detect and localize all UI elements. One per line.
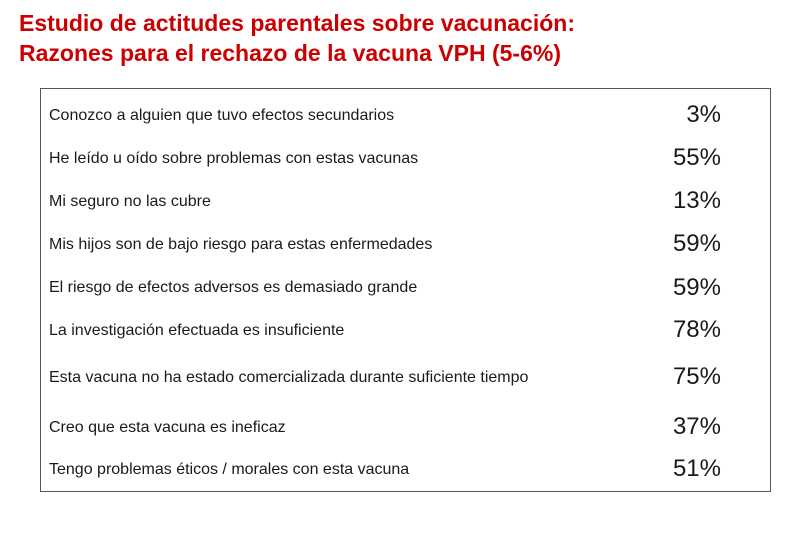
table-row: Mi seguro no las cubre 13%: [41, 180, 770, 222]
table-row: La investigación efectuada es insuficien…: [41, 309, 770, 351]
percent-value: 13%: [672, 187, 721, 214]
table-row: He leído u oído sobre problemas con esta…: [41, 136, 770, 180]
title-line-1: Estudio de actitudes parentales sobre va…: [19, 10, 575, 36]
reason-label: El riesgo de efectos adversos es demasia…: [49, 279, 418, 296]
table-row: Esta vacuna no ha estado comercializada …: [41, 351, 770, 403]
reason-label: Creo que esta vacuna es ineficaz: [49, 418, 286, 436]
reason-label: Tengo problemas éticos / morales con est…: [49, 460, 410, 478]
percent-value: 37%: [672, 413, 721, 440]
reason-label: He leído u oído sobre problemas con esta…: [49, 149, 419, 167]
percent-value: 55%: [672, 144, 721, 171]
reason-label: Conozco a alguien que tuvo efectos secun…: [49, 106, 395, 124]
percent-value: 59%: [672, 273, 721, 301]
reason-label: Esta vacuna no ha estado comercializada …: [49, 368, 529, 386]
reason-label: Mi seguro no las cubre: [49, 192, 211, 210]
table-row: Conozco a alguien que tuvo efectos secun…: [41, 95, 770, 135]
reason-label: La investigación efectuada es insuficien…: [49, 321, 345, 339]
table-row: Creo que esta vacuna es ineficaz 37%: [41, 405, 770, 449]
table-row: Tengo problemas éticos / morales con est…: [41, 449, 770, 489]
reason-label: Mis hijos son de bajo riesgo para estas …: [49, 235, 433, 253]
title-line-2: Razones para el rechazo de la vacuna VPH…: [19, 40, 561, 66]
table-row: El riesgo de efectos adversos es demasia…: [41, 266, 770, 309]
percent-value: 78%: [672, 316, 721, 343]
percent-value: 51%: [672, 455, 721, 482]
percent-value: 59%: [672, 230, 721, 257]
percent-value: 3%: [686, 101, 721, 128]
table-row: Mis hijos son de bajo riesgo para estas …: [41, 222, 770, 266]
reasons-table: Conozco a alguien que tuvo efectos secun…: [40, 88, 771, 492]
page-title: Estudio de actitudes parentales sobre va…: [19, 8, 575, 68]
percent-value: 75%: [672, 363, 721, 390]
